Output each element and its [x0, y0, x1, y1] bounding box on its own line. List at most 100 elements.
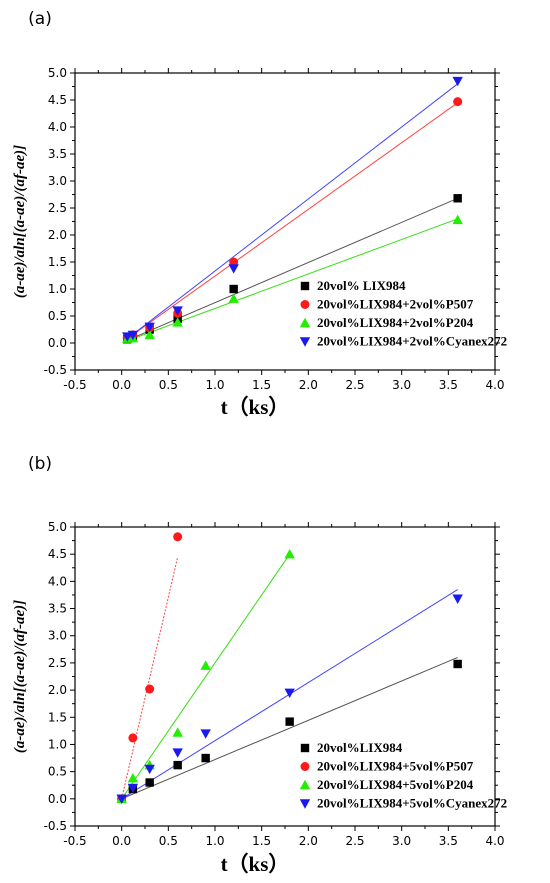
y-tick-label: 0.0 — [48, 792, 67, 806]
fit-line-triangle-up — [121, 553, 291, 800]
y-tick-label: 1.5 — [48, 710, 67, 724]
x-tick-label: 3.5 — [439, 378, 458, 392]
y-axis-label: (a-ae)/aln[(a-ae)/(af-ae)] — [12, 145, 28, 298]
data-point-square — [201, 753, 210, 763]
fit-line-square — [127, 197, 458, 341]
y-tick-label: -0.5 — [44, 363, 67, 377]
y-axis-label: (a-ae)/aln[(a-ae)/(af-ae)] — [12, 600, 28, 753]
x-tick-label: 1.0 — [205, 378, 224, 392]
y-tick-label: 4.5 — [48, 93, 67, 107]
x-tick-label: 1.0 — [205, 834, 224, 848]
x-tick-label: 3.0 — [392, 834, 411, 848]
legend-marker-square — [300, 743, 310, 753]
y-tick-label: 4.0 — [48, 574, 67, 588]
x-tick-label: 0.0 — [112, 378, 131, 392]
fit-line-circle — [126, 102, 458, 340]
data-point-triangle-up — [452, 214, 463, 225]
legend-entry: 20vol% LIX984 — [317, 278, 406, 293]
data-point-triangle-up — [172, 317, 183, 327]
data-point-triangle-down — [228, 264, 239, 274]
data-point-square — [229, 284, 238, 294]
y-tick-label: 4.5 — [48, 547, 67, 561]
y-tick-label: 2.5 — [48, 201, 67, 215]
y-tick-label: 3.5 — [48, 147, 67, 161]
y-tick-label: 4.0 — [48, 120, 67, 134]
data-point-circle — [145, 684, 155, 694]
data-point-triangle-down — [284, 688, 295, 699]
chart-panel-0: (a) -0.5 0.0 0.5 1.0 1.5 2.0 2.5 3.0 3.5 4.0 -0.5 0.… — [12, 9, 507, 419]
legend-marker-triangle-up — [299, 779, 311, 790]
data-point-square — [453, 659, 462, 669]
fit-line-triangle-down — [126, 83, 458, 340]
data-point-circle — [128, 733, 138, 743]
y-tick-label: -0.5 — [44, 819, 67, 833]
data-point-triangle-down — [116, 794, 127, 805]
x-tick-label: 0.0 — [112, 834, 131, 848]
data-point-triangle-down — [172, 748, 183, 758]
fit-line-triangle-up — [127, 218, 458, 342]
x-tick-label: 3.5 — [439, 834, 458, 848]
y-tick-label: 5.0 — [48, 520, 67, 534]
y-tick-label: 3.5 — [48, 602, 67, 616]
x-tick-label: 2.5 — [345, 378, 364, 392]
y-tick-label: 2.0 — [48, 228, 67, 242]
y-tick-label: 2.5 — [48, 656, 67, 670]
fit-line-square — [121, 657, 458, 800]
x-tick-label: 3.0 — [392, 378, 411, 392]
x-tick-label: 1.5 — [252, 834, 271, 848]
data-point-circle — [229, 257, 239, 267]
data-point-circle — [173, 532, 183, 542]
legend-entry: 20vol%LIX984+2vol%Cyanex272 — [317, 334, 507, 349]
y-tick-label: 3.0 — [48, 174, 67, 188]
data-point-triangle-down — [452, 76, 463, 87]
y-tick-label: 0.5 — [48, 765, 67, 779]
x-tick-label: 1.5 — [252, 378, 271, 392]
y-tick-label: 5.0 — [48, 66, 67, 80]
y-tick-label: 0.0 — [48, 336, 67, 350]
data-point-square — [145, 778, 154, 787]
legend-marker-circle — [300, 300, 310, 309]
x-tick-label: 2.0 — [299, 378, 318, 392]
legend-marker-triangle-up — [299, 317, 311, 328]
data-point-triangle-down — [172, 306, 183, 316]
legend-marker-triangle-down — [299, 799, 311, 809]
data-point-triangle-down — [144, 322, 155, 332]
y-tick-label: 1.5 — [48, 255, 67, 269]
chart-panel-1: (b) -0.5 0.0 0.5 1.0 1.5 2.0 2.5 3.0 3.5 4.0 -0.5 0.… — [12, 454, 507, 876]
data-point-triangle-up — [172, 727, 183, 737]
data-point-triangle-down — [200, 729, 211, 739]
x-tick-label: 4.0 — [485, 834, 504, 848]
panel-label: (a) — [28, 9, 52, 29]
legend-marker-circle — [300, 762, 310, 771]
legend-marker-square — [300, 281, 310, 291]
data-point-triangle-up — [228, 293, 239, 303]
x-axis-label: t（ks） — [221, 852, 290, 876]
x-tick-label: 0.5 — [159, 378, 178, 392]
data-point-triangle-down — [144, 764, 155, 775]
legend-entry: 20vol%LIX984+5vol%Cyanex272 — [317, 796, 507, 811]
data-point-square — [173, 760, 182, 770]
fit-line-circle — [121, 556, 179, 799]
x-tick-label: 2.0 — [299, 834, 318, 848]
data-point-square — [285, 717, 294, 726]
data-point-triangle-down — [127, 330, 139, 341]
legend-entry: 20vol%LIX984 — [317, 740, 403, 755]
x-tick-label: 0.5 — [159, 834, 178, 848]
x-tick-label: 4.0 — [485, 378, 504, 392]
x-axis-label: t（ks） — [221, 395, 290, 419]
data-point-triangle-up — [127, 772, 139, 783]
data-point-triangle-up — [200, 660, 211, 670]
data-point-triangle-up — [144, 329, 155, 340]
panel-label: (b) — [28, 454, 52, 474]
x-tick-label: -0.5 — [63, 378, 86, 392]
data-point-circle — [453, 97, 463, 107]
legend-entry: 20vol%LIX984+5vol%P204 — [317, 777, 474, 792]
data-point-triangle-down — [452, 594, 463, 604]
y-tick-label: 0.5 — [48, 309, 67, 323]
legend-entry: 20vol%LIX984+2vol%P204 — [317, 315, 474, 330]
data-point-triangle-down — [127, 783, 139, 794]
x-tick-label: -0.5 — [63, 834, 86, 848]
legend-entry: 20vol%LIX984+2vol%P507 — [317, 297, 474, 312]
legend-marker-triangle-down — [299, 337, 311, 347]
